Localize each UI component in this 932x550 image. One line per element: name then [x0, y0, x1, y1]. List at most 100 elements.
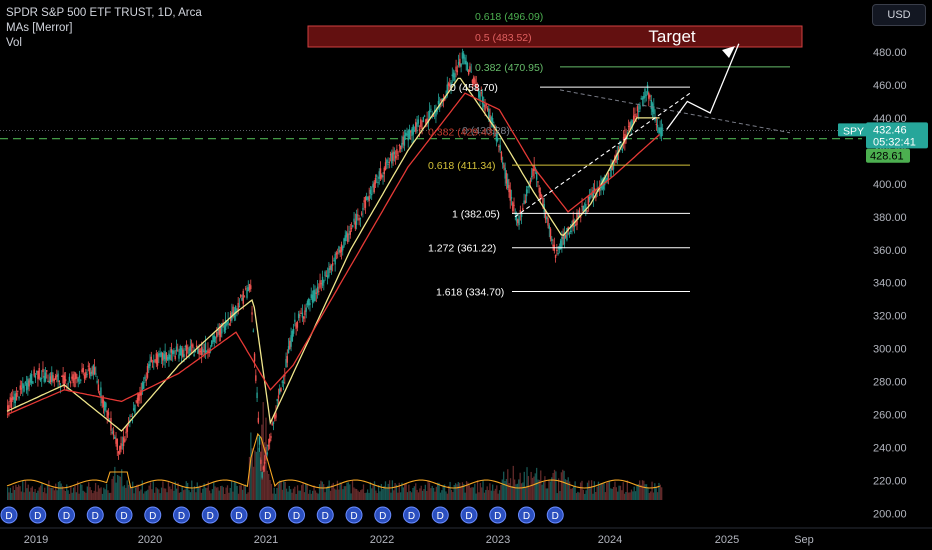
volume-bar — [170, 489, 172, 500]
volume-bar — [101, 493, 104, 500]
dividend-icon[interactable] — [29, 506, 47, 524]
candlesticks[interactable] — [7, 48, 664, 480]
candle-body — [542, 197, 544, 208]
volume-bar — [279, 480, 281, 500]
dividend-icon[interactable] — [403, 506, 420, 524]
volume-bar — [531, 477, 534, 500]
trendline-dashed[interactable] — [514, 92, 691, 218]
candle-body — [85, 372, 87, 379]
candle-body — [420, 119, 422, 127]
dividend-icon[interactable] — [460, 506, 478, 524]
candle-body — [641, 98, 644, 100]
dividend-icon[interactable] — [259, 506, 277, 524]
candle-body — [491, 117, 494, 123]
volume-bar — [343, 486, 345, 500]
candle-body — [234, 306, 237, 314]
candle-body — [41, 377, 43, 379]
dividend-label: D — [322, 511, 329, 522]
volume-bar — [626, 480, 628, 500]
volume-bar — [334, 488, 336, 500]
dividend-icon[interactable] — [173, 506, 190, 524]
volume-bar — [213, 482, 215, 500]
dividend-label: D — [350, 511, 357, 522]
candle-body — [461, 52, 464, 59]
dividend-icon[interactable] — [115, 506, 133, 524]
volume-bar — [309, 489, 311, 500]
volume-bar — [634, 491, 637, 500]
volume-bar — [571, 488, 574, 500]
candle-body — [517, 219, 519, 224]
dividend-icon[interactable] — [58, 506, 75, 524]
price-scale[interactable] — [862, 30, 932, 528]
candle-body — [407, 130, 409, 141]
candle-body — [246, 290, 248, 298]
dividend-icon[interactable] — [345, 506, 363, 524]
candle-body — [300, 312, 302, 314]
dividend-icon[interactable] — [546, 506, 564, 524]
volume-bar — [99, 488, 101, 500]
candle-body — [158, 353, 160, 357]
dividend-icon[interactable] — [489, 506, 507, 524]
trendline-grey[interactable] — [559, 89, 791, 134]
volume-bar — [516, 483, 519, 500]
legend-mas[interactable]: MAs [Merror] — [6, 22, 73, 34]
volume-bar — [261, 424, 263, 500]
volume-bar — [255, 451, 257, 500]
legend-vol[interactable]: Vol — [6, 37, 22, 49]
dividend-label: D — [264, 511, 271, 522]
candle-body — [376, 175, 378, 177]
volume-bar — [372, 485, 374, 500]
candle-body — [379, 168, 382, 179]
volume-bar — [485, 489, 487, 500]
projection-path[interactable] — [666, 43, 740, 130]
candle-body — [364, 197, 367, 208]
dividend-icon[interactable] — [144, 506, 162, 524]
candle-body — [153, 360, 155, 363]
candle-body — [100, 387, 102, 398]
dividend-icon[interactable] — [201, 506, 219, 524]
fib-label: 1.272 (361.22) — [428, 243, 496, 255]
volume-bar — [650, 491, 652, 500]
candle-body — [451, 74, 454, 77]
target-zone[interactable] — [307, 25, 803, 48]
volume-bar — [75, 492, 77, 500]
dividend-icon[interactable] — [431, 506, 449, 524]
currency-button[interactable]: USD — [872, 4, 926, 26]
dividend-icon[interactable] — [230, 506, 248, 524]
candle-body — [310, 294, 312, 299]
price-tick: 260.00 — [873, 410, 907, 422]
candle-body — [355, 214, 358, 225]
dividend-icon[interactable] — [518, 506, 535, 524]
volume-bar — [233, 482, 236, 500]
candle-body — [581, 206, 583, 208]
dividend-icon[interactable] — [288, 506, 305, 524]
candle-body — [286, 356, 289, 363]
candle-body — [329, 265, 331, 270]
candle-body — [428, 110, 431, 118]
candle-body — [490, 117, 493, 122]
dividend-icon[interactable] — [86, 506, 104, 524]
volume-bar — [130, 486, 132, 500]
dividend-icon[interactable] — [316, 506, 334, 524]
candle-body — [154, 359, 156, 361]
time-tick: 2019 — [24, 534, 48, 546]
candle-body — [116, 438, 118, 450]
candle-body — [319, 280, 321, 288]
dividend-icon[interactable] — [0, 506, 18, 524]
volume-bar — [621, 490, 623, 500]
candle-body — [119, 445, 121, 455]
volume-bar — [298, 490, 300, 500]
candle-body — [573, 225, 576, 228]
volume-bar — [404, 484, 406, 500]
dividend-icon[interactable] — [374, 506, 392, 524]
candle-body — [478, 90, 480, 98]
time-axis[interactable]: 2019 2020 2021 2022 2023 2024 2025 Sep — [24, 534, 814, 546]
volume-bar — [511, 485, 513, 500]
volume-bar — [574, 481, 576, 500]
volume-bar — [519, 472, 521, 500]
volume-bar — [34, 489, 36, 500]
candle-body — [445, 96, 447, 98]
